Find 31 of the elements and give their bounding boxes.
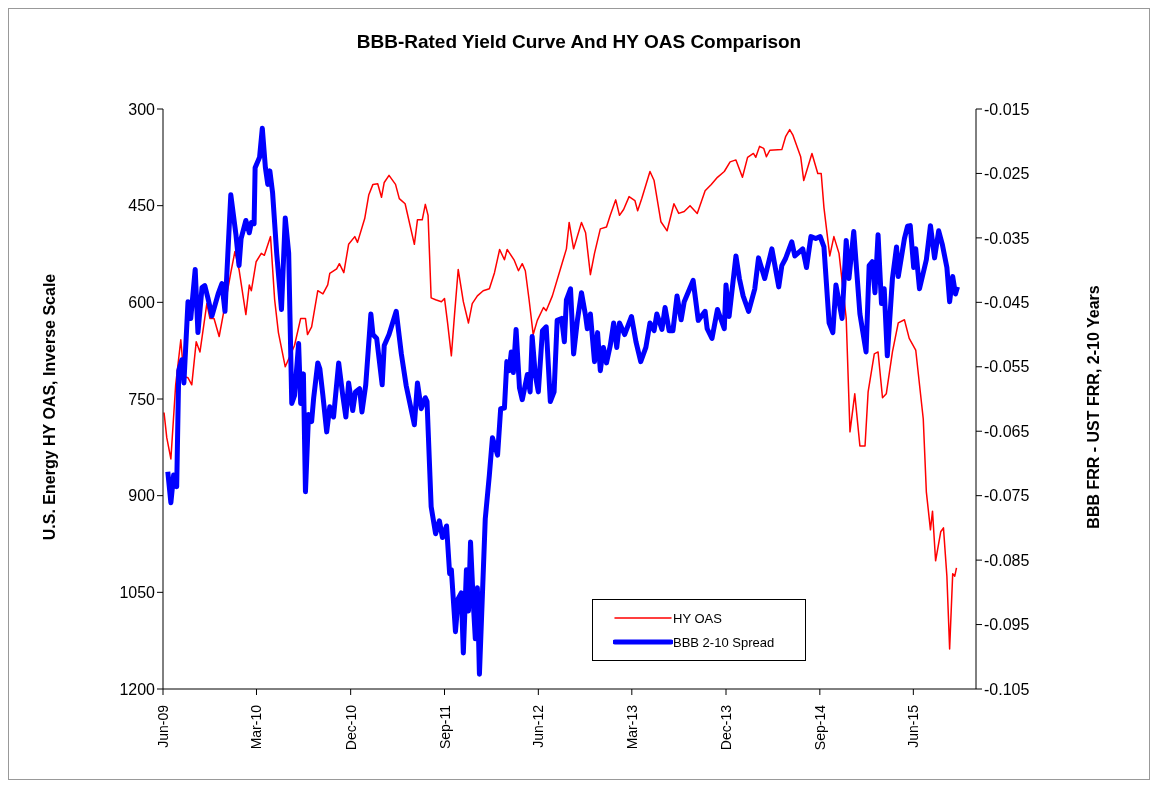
x-tick-label: Jun-12 [530, 704, 547, 748]
y-tick-label: 600 [128, 294, 156, 312]
x-tick-label: Mar-10 [248, 704, 265, 750]
x-tick-label: Sep-11 [436, 704, 453, 750]
y-tick-label: 750 [128, 390, 156, 408]
y-tick-label: 300 [128, 100, 156, 118]
y-tick-label: 1050 [119, 584, 156, 602]
y2-tick-label: -0.045 [984, 294, 1030, 312]
y2-tick-label: -0.085 [984, 551, 1030, 569]
y2-axis-title: BBB FRR - UST FRR, 2-10 Years [1085, 285, 1102, 529]
x-tick-label: Jun-15 [905, 704, 922, 748]
y2-tick-label: -0.025 [984, 165, 1030, 183]
y2-tick-label: -0.015 [984, 100, 1030, 118]
y2-tick-label: -0.065 [984, 422, 1030, 440]
y-tick-label: 450 [128, 197, 156, 215]
legend-label: HY OAS [673, 610, 722, 626]
y-axis-title: U.S. Energy HY OAS, Inverse Scale [41, 273, 58, 541]
y2-tick-label: -0.095 [984, 616, 1030, 634]
x-tick-label: Dec-13 [718, 704, 734, 751]
x-tick-label: Mar-13 [623, 704, 640, 750]
chart-title: BBB-Rated Yield Curve And HY OAS Comparison [355, 31, 803, 53]
y-tick-label: 900 [128, 487, 156, 505]
y2-tick-label: -0.075 [984, 487, 1030, 505]
legend-label: BBB 2-10 Spread [673, 634, 775, 650]
x-tick-label: Dec-10 [342, 704, 359, 751]
y-tick-label: 1200 [119, 680, 156, 698]
y2-tick-label: -0.105 [984, 680, 1030, 698]
x-tick-label: Jun-09 [155, 704, 171, 748]
x-tick-label: Sep-14 [811, 704, 828, 751]
y2-tick-label: -0.035 [984, 229, 1030, 247]
y2-tick-label: -0.055 [984, 358, 1030, 376]
